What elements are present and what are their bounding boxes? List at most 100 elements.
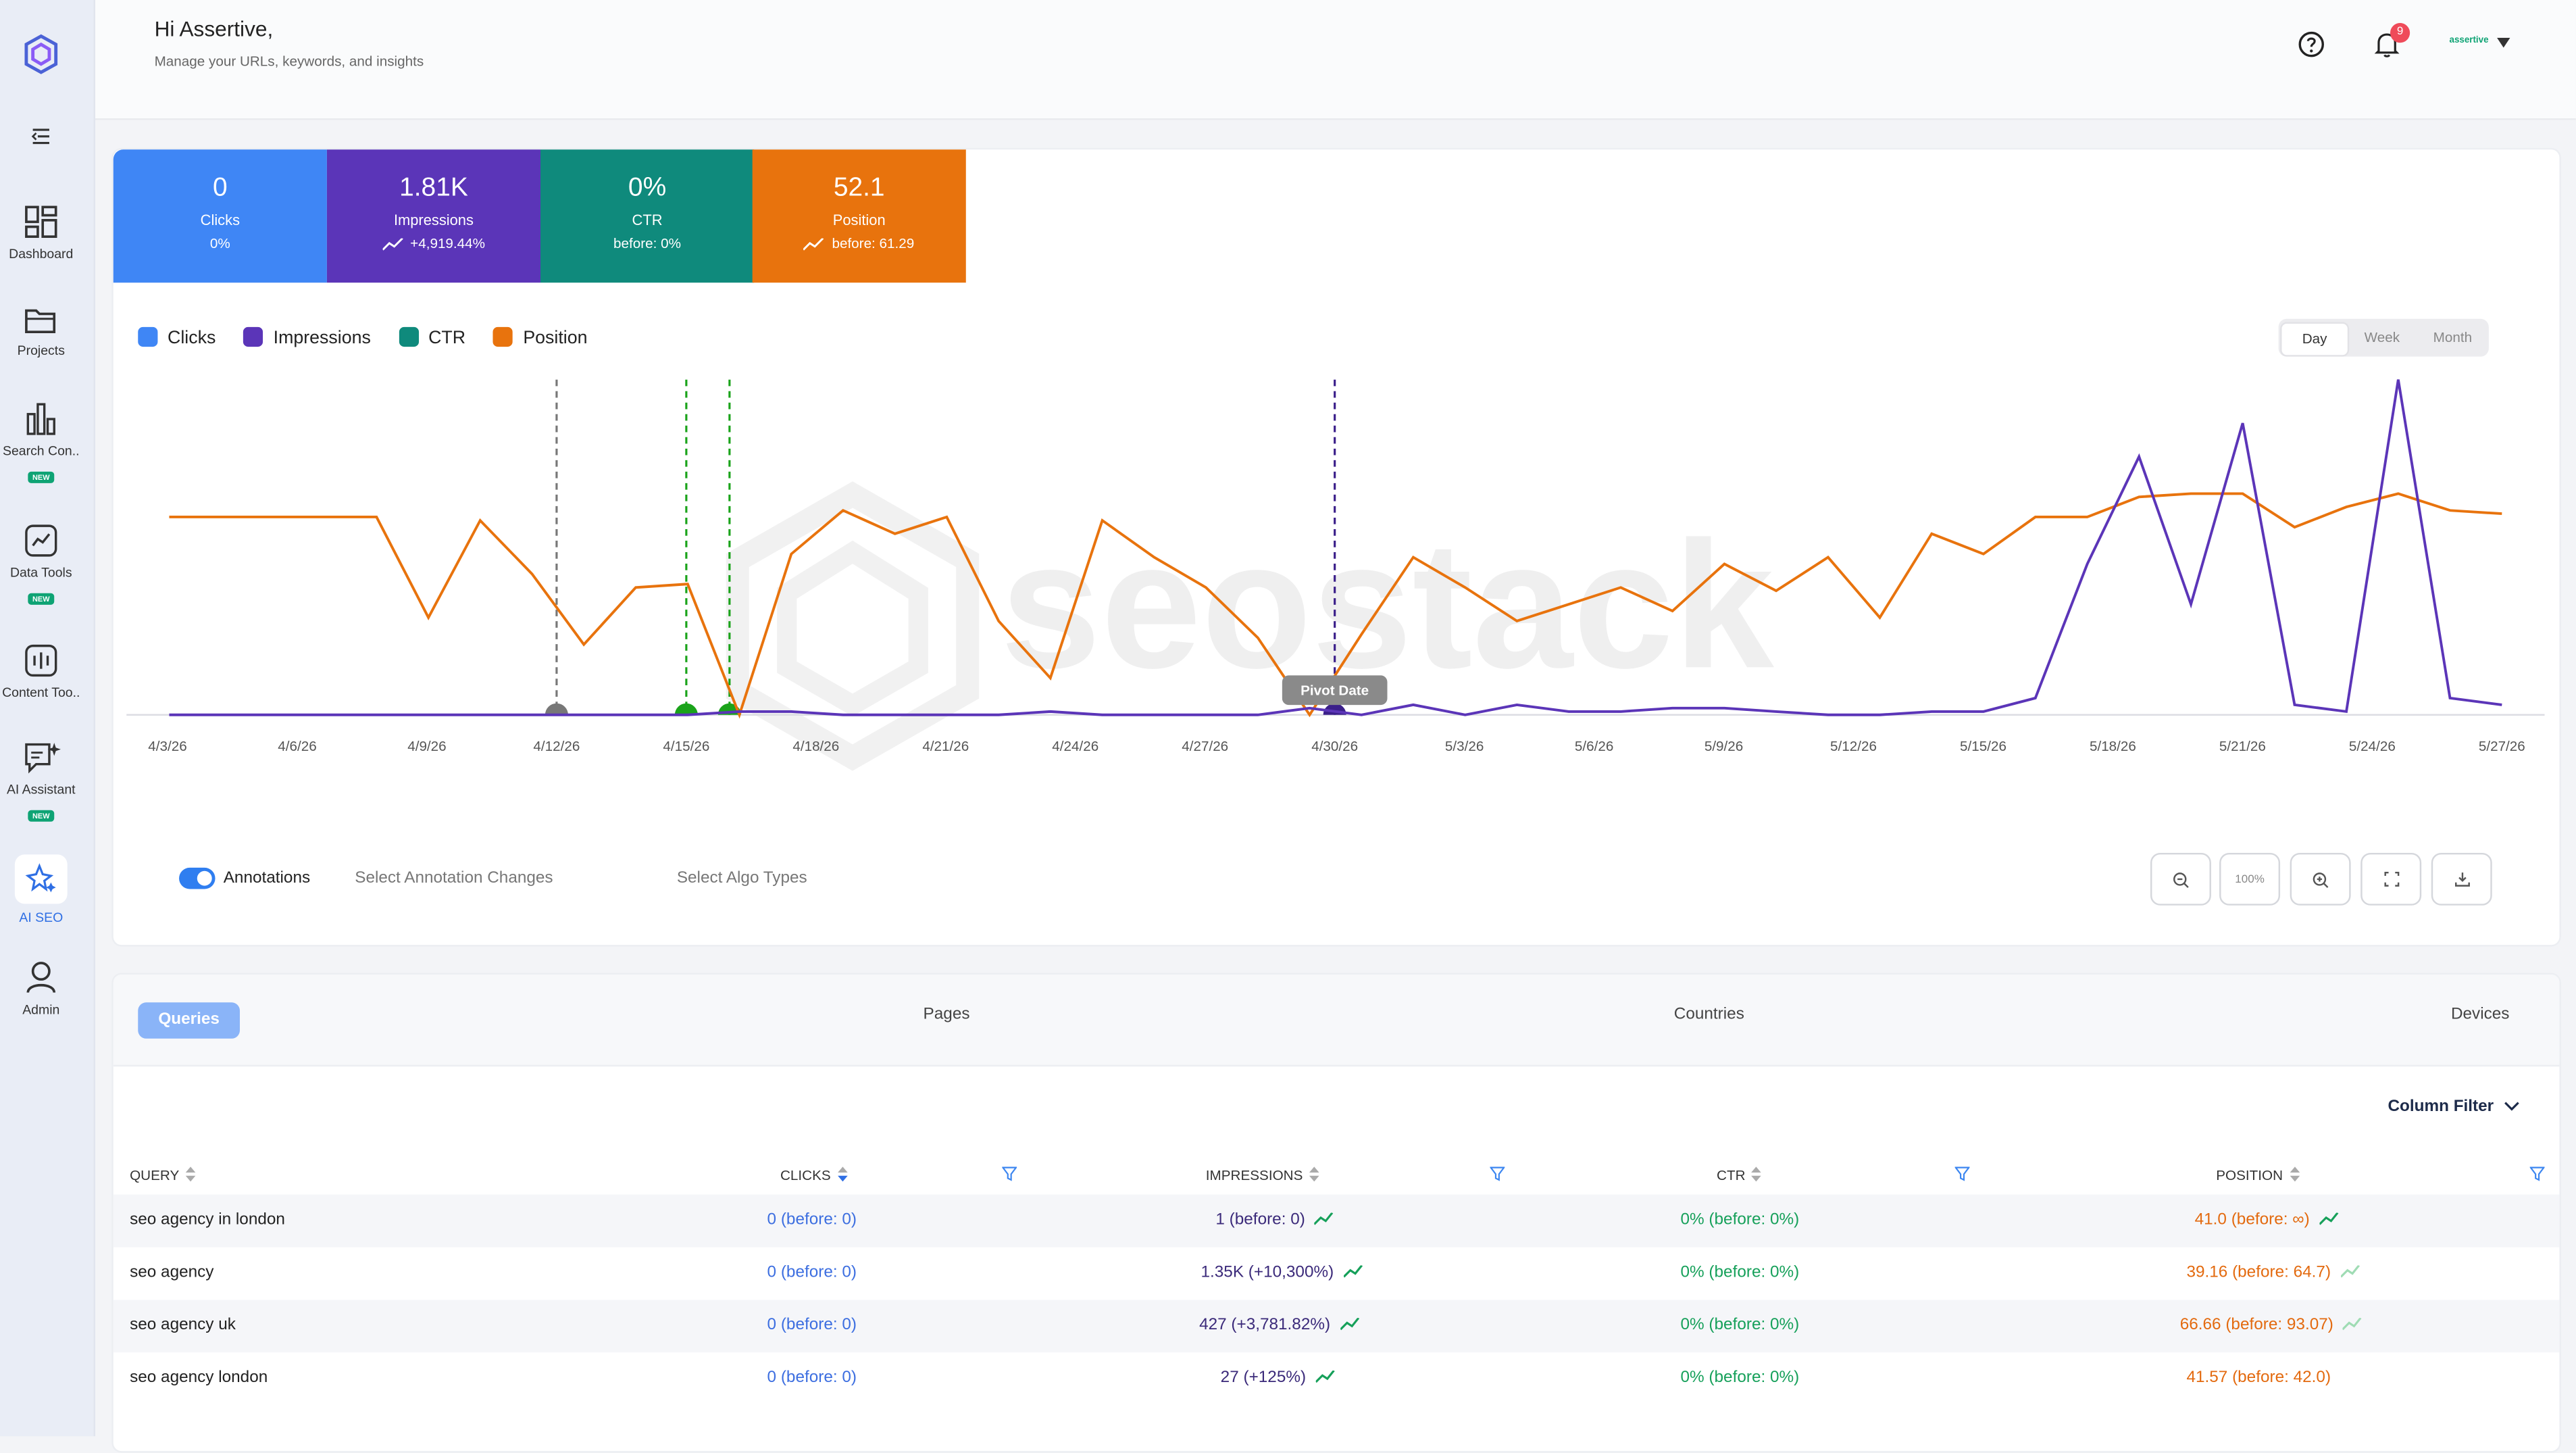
table-row[interactable]: seo agency 0 (before: 0) 1.35K (+10,300%… xyxy=(113,1248,2560,1300)
x-tick-label: 5/24/26 xyxy=(2349,739,2396,754)
chevron-down-icon[interactable] xyxy=(2497,37,2510,48)
trend-up-icon xyxy=(1314,1212,1334,1226)
sidebar-item-ai-assistant[interactable]: AI Assistant NEW xyxy=(0,739,82,827)
column-header-impressions[interactable]: IMPRESSIONS xyxy=(1206,1166,1319,1183)
filter-icon[interactable] xyxy=(1002,1166,1017,1181)
download-button[interactable] xyxy=(2431,853,2492,906)
sort-icon xyxy=(1309,1166,1319,1182)
select-algo-types-dropdown[interactable]: Select Algo Types xyxy=(676,869,807,888)
x-tick-label: 5/21/26 xyxy=(2219,739,2266,754)
sidebar-item-data-tools[interactable]: Data Tools NEW xyxy=(0,522,82,610)
kpi-label: CTR xyxy=(632,212,663,228)
user-icon xyxy=(26,962,56,993)
filter-icon[interactable] xyxy=(1954,1166,1970,1181)
x-tick-label: 5/12/26 xyxy=(1830,739,1877,754)
column-label: POSITION xyxy=(2216,1166,2283,1183)
zoom-in-button[interactable] xyxy=(2290,853,2351,906)
user-menu-name[interactable]: assertive xyxy=(2449,36,2489,47)
clicks-cell: 0 (before: 0) xyxy=(767,1316,857,1335)
queries-table-card: Queries Pages Countries Devices Column F… xyxy=(111,972,2561,1453)
fullscreen-button[interactable] xyxy=(2360,853,2422,906)
sidebar-item-label: Admin xyxy=(22,1002,60,1018)
query-cell: seo agency uk xyxy=(130,1316,236,1335)
range-month-button[interactable]: Month xyxy=(2433,328,2473,345)
tab-countries[interactable]: Countries xyxy=(1673,1006,1744,1024)
content-icon xyxy=(25,644,57,677)
column-filter-dropdown[interactable]: Column Filter xyxy=(2388,1098,2520,1116)
tab-devices[interactable]: Devices xyxy=(2450,1006,2510,1024)
sidebar-item-ai-seo[interactable]: AI SEO xyxy=(0,854,82,925)
sort-desc-icon xyxy=(837,1166,848,1182)
table-row[interactable]: seo agency uk 0 (before: 0) 427 (+3,781.… xyxy=(113,1300,2560,1353)
zoom-out-button[interactable] xyxy=(2150,853,2211,906)
notification-bell-icon[interactable] xyxy=(2372,30,2402,59)
kpi-delta: before: 61.29 xyxy=(832,235,915,252)
kpi-delta-row: +4,919.44% xyxy=(327,235,540,251)
annotation-markers xyxy=(545,379,1346,715)
date-granularity-toggle: Day Week Month xyxy=(2278,318,2489,357)
clicks-cell: 0 (before: 0) xyxy=(767,1263,857,1282)
pivot-date-tag[interactable] xyxy=(1282,675,1388,706)
seostack-logo-icon[interactable] xyxy=(22,33,61,76)
greeting: Hi Assertive, xyxy=(154,16,274,41)
sort-icon xyxy=(2289,1166,2300,1182)
pivot-date-label[interactable]: Pivot Date xyxy=(1282,675,1388,706)
impressions-cell: 1.35K (+10,300%) xyxy=(1201,1264,1363,1282)
annotation-marker-dot[interactable] xyxy=(674,703,698,715)
column-header-ctr[interactable]: CTR xyxy=(1717,1166,1762,1183)
legend-item-position[interactable]: Position xyxy=(493,326,587,348)
x-tick-label: 5/18/26 xyxy=(2090,739,2136,754)
clicks-cell: 0 (before: 0) xyxy=(767,1211,857,1229)
ctr-cell: 0% (before: 0%) xyxy=(1680,1316,1800,1335)
filter-icon[interactable] xyxy=(2529,1166,2545,1181)
sidebar-item-search-console[interactable]: Search Con.. NEW xyxy=(0,401,82,488)
dimension-tabs: Queries Pages Countries Devices xyxy=(113,974,2560,1067)
legend-item-ctr[interactable]: CTR xyxy=(399,326,465,348)
zoom-level-button[interactable]: 100% xyxy=(2219,853,2281,906)
kpi-value: 1.81K xyxy=(399,174,468,203)
chart-legend: Clicks Impressions CTR Position xyxy=(138,326,610,348)
menu-toggle-icon[interactable] xyxy=(30,125,53,148)
sidebar-item-content-tools[interactable]: Content Too.. xyxy=(0,643,82,700)
x-tick-label: 4/12/26 xyxy=(533,739,580,754)
kpi-label: Clicks xyxy=(200,212,241,228)
kpi-delta-row: before: 61.29 xyxy=(753,235,966,251)
table-row[interactable]: seo agency in london 0 (before: 0) 1 (be… xyxy=(113,1194,2560,1248)
help-icon[interactable] xyxy=(2296,30,2326,59)
annotations-toggle[interactable] xyxy=(179,867,216,889)
select-annotation-changes-dropdown[interactable]: Select Annotation Changes xyxy=(355,869,553,888)
annotation-marker-dot[interactable] xyxy=(545,703,568,715)
notification-count-badge: 9 xyxy=(2390,23,2410,43)
x-tick-label: 5/15/26 xyxy=(1960,739,2006,754)
sidebar-item-dashboard[interactable]: Dashboard xyxy=(0,204,82,262)
kpi-label: Position xyxy=(832,212,886,228)
trend-up-icon xyxy=(1315,1370,1335,1383)
sidebar-item-admin[interactable]: Admin xyxy=(0,960,82,1017)
table-row[interactable]: seo agency london 0 (before: 0) 27 (+125… xyxy=(113,1352,2560,1405)
sidebar-item-label: AI SEO xyxy=(19,910,64,925)
column-header-query[interactable]: QUERY xyxy=(130,1166,196,1183)
tab-pages[interactable]: Pages xyxy=(923,1006,970,1024)
filter-icon[interactable] xyxy=(1490,1166,1505,1181)
position-value: 41.0 (before: ∞) xyxy=(2194,1211,2310,1229)
kpi-clicks[interactable]: 0 Clicks 0% xyxy=(113,149,327,283)
column-header-position[interactable]: POSITION xyxy=(2216,1166,2300,1183)
legend-item-clicks[interactable]: Clicks xyxy=(138,326,216,348)
kpi-impressions[interactable]: 1.81K Impressions +4,919.44% xyxy=(326,149,540,283)
range-day-button[interactable]: Day xyxy=(2280,322,2350,357)
trend-up-icon xyxy=(2342,1318,2363,1331)
kpi-ctr[interactable]: 0% CTR before: 0% xyxy=(540,149,755,283)
sidebar-item-projects[interactable]: Projects xyxy=(0,304,82,358)
column-header-clicks[interactable]: CLICKS xyxy=(780,1166,848,1183)
legend-swatch xyxy=(243,326,264,347)
performance-chart-card: 0 Clicks 0% 1.81K Impressions +4,919.44%… xyxy=(111,147,2561,947)
chevron-down-icon xyxy=(2504,1102,2519,1112)
impressions-value: 27 (+125%) xyxy=(1220,1369,1307,1387)
sort-icon xyxy=(1752,1166,1762,1182)
x-tick-label: 5/27/26 xyxy=(2479,739,2525,754)
tab-queries[interactable]: Queries xyxy=(138,1002,241,1039)
kpi-position[interactable]: 52.1 Position before: 61.29 xyxy=(752,149,966,283)
range-week-button[interactable]: Week xyxy=(2364,328,2400,345)
column-label: CTR xyxy=(1717,1166,1746,1183)
legend-item-impressions[interactable]: Impressions xyxy=(243,326,371,348)
